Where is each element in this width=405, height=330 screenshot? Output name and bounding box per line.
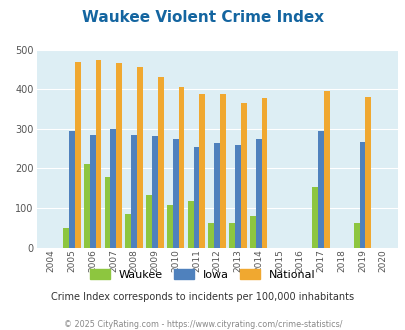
Bar	[151, 136, 158, 248]
Text: Waukee Violent Crime Index: Waukee Violent Crime Index	[82, 10, 323, 25]
Bar	[187, 201, 193, 248]
Bar	[90, 135, 95, 248]
Bar	[131, 135, 137, 248]
Bar	[229, 222, 234, 248]
Bar	[208, 222, 214, 248]
Bar	[146, 195, 151, 248]
Bar	[75, 62, 80, 248]
Bar	[158, 77, 163, 248]
Bar	[125, 214, 131, 248]
Bar	[240, 103, 246, 248]
Bar	[318, 131, 323, 248]
Bar	[220, 94, 225, 248]
Legend: Waukee, Iowa, National: Waukee, Iowa, National	[85, 265, 320, 284]
Bar	[193, 147, 199, 248]
Bar	[166, 205, 173, 248]
Bar	[311, 187, 318, 248]
Bar	[69, 131, 75, 248]
Text: Crime Index corresponds to incidents per 100,000 inhabitants: Crime Index corresponds to incidents per…	[51, 292, 354, 302]
Bar	[261, 98, 267, 248]
Bar	[63, 228, 69, 248]
Bar	[110, 129, 116, 248]
Bar	[199, 94, 205, 248]
Bar	[364, 97, 371, 248]
Bar	[353, 222, 359, 248]
Bar	[104, 177, 110, 248]
Bar	[249, 216, 255, 248]
Bar	[359, 142, 364, 248]
Bar	[95, 60, 101, 248]
Bar	[255, 139, 261, 248]
Bar	[84, 164, 90, 248]
Bar	[323, 91, 329, 248]
Bar	[178, 87, 184, 248]
Bar	[214, 143, 220, 248]
Bar	[116, 63, 122, 247]
Text: © 2025 CityRating.com - https://www.cityrating.com/crime-statistics/: © 2025 CityRating.com - https://www.city…	[64, 320, 341, 329]
Bar	[173, 139, 178, 248]
Bar	[234, 145, 240, 248]
Bar	[137, 67, 143, 248]
